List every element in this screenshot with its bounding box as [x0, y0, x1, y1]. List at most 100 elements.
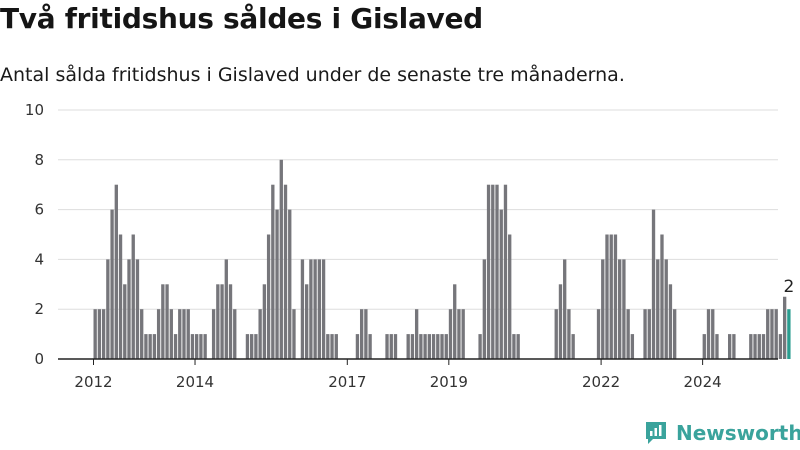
- bar: [224, 259, 228, 359]
- bar: [503, 184, 508, 359]
- bar: [410, 334, 415, 359]
- y-tick-label: 0: [34, 350, 44, 368]
- newsworthy-logo-icon: [646, 422, 666, 444]
- bar: [203, 334, 207, 359]
- bar: [605, 234, 609, 359]
- chart-title: Två fritidshus såldes i Gislaved: [0, 2, 483, 35]
- grid-lines: [58, 109, 778, 310]
- x-tick-label: 2017: [328, 373, 366, 391]
- bar: [643, 309, 647, 359]
- bar: [482, 259, 486, 359]
- bar: [478, 334, 482, 359]
- x-tick-label: 2014: [176, 373, 214, 391]
- bar: [169, 309, 173, 359]
- bar: [516, 334, 520, 359]
- bar: [300, 259, 305, 359]
- bar: [660, 234, 664, 359]
- bar: [135, 259, 140, 359]
- bar: [702, 334, 706, 359]
- bar: [453, 284, 457, 359]
- bar: [309, 259, 313, 359]
- bar: [182, 309, 186, 359]
- bar: [156, 309, 161, 359]
- bar: [220, 284, 224, 359]
- bar: [622, 259, 626, 359]
- bar: [563, 259, 567, 359]
- bar: [618, 259, 622, 359]
- brand-logo: Newsworthy: [644, 418, 800, 448]
- bar: [601, 259, 605, 359]
- bar: [131, 234, 135, 359]
- x-tick-label: 2019: [430, 373, 468, 391]
- bar: [609, 234, 613, 359]
- bar: [647, 309, 651, 359]
- bar: [596, 309, 601, 359]
- bar: [732, 334, 736, 359]
- bar: [782, 296, 787, 359]
- bar: [444, 334, 448, 359]
- bar: [245, 334, 250, 359]
- bar: [461, 309, 465, 359]
- bar: [385, 334, 389, 359]
- bar: [673, 309, 677, 359]
- bar: [317, 259, 322, 359]
- bar: [419, 334, 423, 359]
- bar: [123, 284, 127, 359]
- bar: [211, 309, 216, 359]
- bar: [292, 309, 296, 359]
- bar: [774, 309, 778, 359]
- bar: [499, 209, 503, 359]
- bar: [668, 284, 673, 359]
- bar: [368, 334, 372, 359]
- bar: [440, 334, 444, 359]
- bar: [770, 309, 774, 359]
- bar: [254, 334, 258, 359]
- bar: [761, 334, 766, 359]
- bar: [161, 284, 165, 359]
- bar: [288, 209, 292, 359]
- chart-subtitle: Antal sålda fritidshus i Gislaved under …: [0, 64, 625, 86]
- bar: [275, 209, 279, 359]
- bar: [508, 234, 512, 359]
- bar: [313, 259, 317, 359]
- bar: [512, 334, 516, 359]
- bar: [178, 309, 182, 359]
- axes: 0 2 4 6 8 10 2012 2014 2017 2019 2022 2024 2: [25, 101, 794, 391]
- bar: [283, 184, 288, 359]
- bar: [101, 309, 106, 359]
- bar: [359, 309, 364, 359]
- bar: [406, 334, 410, 359]
- bar: [266, 234, 271, 359]
- bar: [457, 309, 461, 359]
- bar: [364, 309, 368, 359]
- y-tick-label: 10: [25, 101, 44, 119]
- bar: [110, 209, 114, 359]
- bar: [216, 284, 220, 359]
- bar-highlight: [787, 309, 791, 359]
- bar: [250, 334, 254, 359]
- x-tick-label: 2024: [684, 373, 722, 391]
- bar: [558, 284, 563, 359]
- bar: [567, 309, 571, 359]
- bar: [711, 309, 715, 359]
- bar: [571, 334, 575, 359]
- bar: [706, 309, 711, 359]
- bar: [97, 309, 102, 359]
- bar: [753, 334, 757, 359]
- bar: [233, 309, 237, 359]
- bar: [630, 334, 635, 359]
- bar: [305, 284, 309, 359]
- bar: [127, 259, 131, 359]
- bar: [106, 259, 110, 359]
- bar: [186, 309, 190, 359]
- bar: [728, 334, 732, 359]
- bar: [258, 309, 262, 359]
- bar: [355, 334, 360, 359]
- bar: [165, 284, 169, 359]
- bar: [393, 334, 398, 359]
- y-tick-label: 8: [34, 151, 44, 169]
- bar: [491, 184, 495, 359]
- y-tick-label: 4: [34, 250, 44, 268]
- bar: [148, 334, 152, 359]
